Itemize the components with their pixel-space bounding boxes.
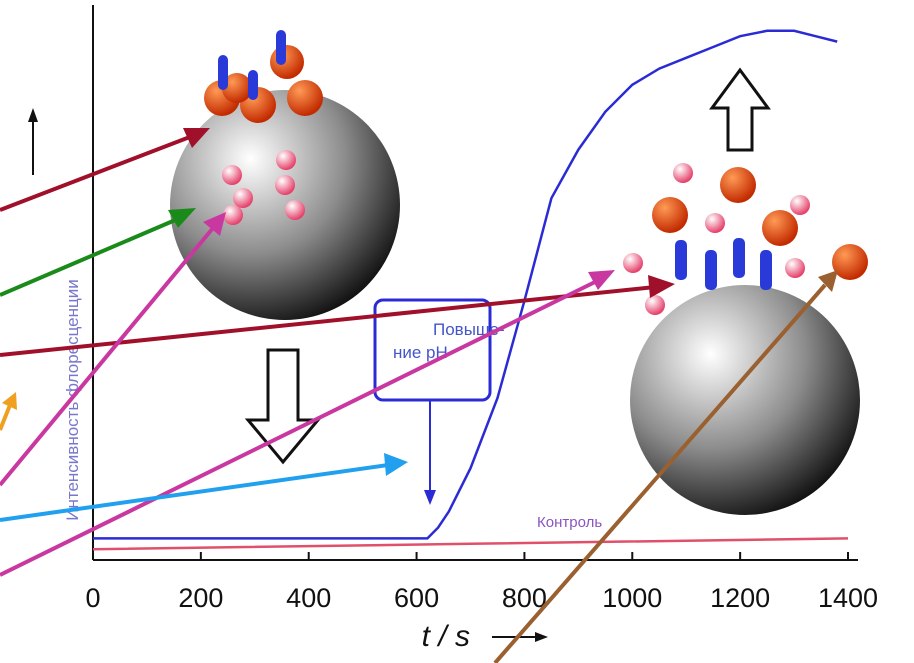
chart: 0200400600800100012001400 Повыше- ние pH…: [0, 0, 914, 663]
x-tick-label: 600: [394, 583, 439, 613]
x-tick-label: 1000: [602, 583, 662, 613]
x-tick-label: 1200: [710, 583, 770, 613]
x-axis-label: t / s: [422, 620, 470, 653]
annotation-line: Повыше-: [433, 320, 505, 339]
series-line: [93, 538, 848, 549]
x-tick-label: 200: [178, 583, 223, 613]
x-tick-label: 1400: [818, 583, 878, 613]
series-label: Контроль: [537, 514, 602, 531]
y-label-arrow: [28, 108, 38, 175]
illustration: [170, 30, 868, 515]
x-tick-label: 400: [286, 583, 331, 613]
x-tick-label: 0: [85, 583, 100, 613]
